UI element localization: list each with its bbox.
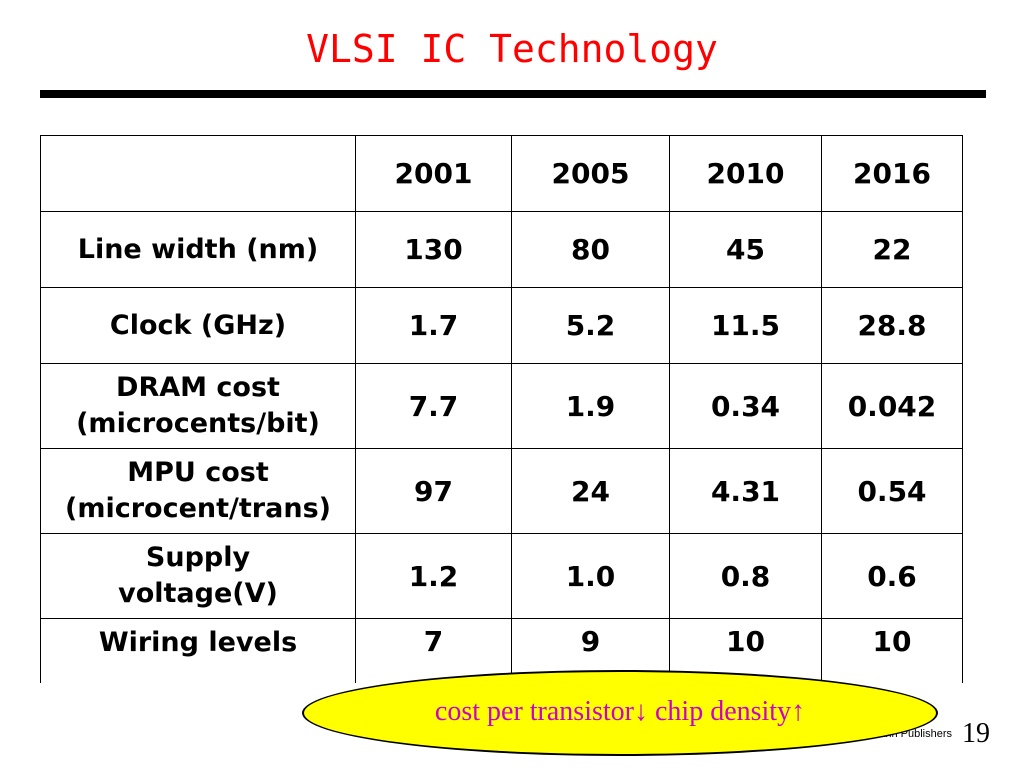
table-header-year: 2016 xyxy=(821,135,963,212)
table-cell: 11.5 xyxy=(669,287,822,364)
table-cell: 24 xyxy=(511,448,670,534)
table-cell: 4.31 xyxy=(669,448,822,534)
row-label-line: MPU cost xyxy=(127,457,269,488)
table-cell: 0.8 xyxy=(669,533,822,619)
table-header-year: 2010 xyxy=(669,135,822,212)
slide-title: VLSI IC Technology xyxy=(306,27,718,71)
table-cell: 0.34 xyxy=(669,363,822,449)
table-row: DRAM cost (microcents/bit) 7.7 1.9 0.34 0… xyxy=(40,363,963,449)
row-label-line: (microcents/bit) xyxy=(76,408,320,439)
page-number: 19 xyxy=(962,718,990,749)
table-cell: 22 xyxy=(821,211,963,288)
row-label: DRAM cost (microcents/bit) xyxy=(40,363,356,449)
table-header-corner xyxy=(40,135,356,212)
table-cell: 10 xyxy=(821,618,963,683)
table-cell: 28.8 xyxy=(821,287,963,364)
table-cell: 80 xyxy=(511,211,670,288)
row-label: Wiring levels xyxy=(40,618,356,683)
row-label-line: DRAM cost xyxy=(116,372,280,403)
row-label-line: Supply xyxy=(145,542,251,573)
callout-text: cost per transistor↓ chip density↑ xyxy=(434,696,806,727)
table-header-row: 2001 2005 2010 2016 xyxy=(40,135,963,212)
table-cell: 45 xyxy=(669,211,822,288)
row-label: MPU cost (microcent/trans) xyxy=(40,448,356,534)
table-header-year: 2001 xyxy=(355,135,512,212)
table-cell: 0.6 xyxy=(821,533,963,619)
table-row: Clock (GHz) 1.7 5.2 11.5 28.8 xyxy=(40,287,963,364)
table-row: Supply voltage(V) 1.2 1.0 0.8 0.6 xyxy=(40,533,963,619)
row-label: Clock (GHz) xyxy=(40,287,356,364)
table-cell: 97 xyxy=(355,448,512,534)
table-cell: 130 xyxy=(355,211,512,288)
table-cell: 0.042 xyxy=(821,363,963,449)
table-header-year: 2005 xyxy=(511,135,670,212)
table-cell: 7.7 xyxy=(355,363,512,449)
callout-ellipse xyxy=(302,670,938,756)
title-divider xyxy=(40,90,986,98)
row-label: Line width (nm) xyxy=(40,211,356,288)
table-row: Line width (nm) 130 80 45 22 xyxy=(40,211,963,288)
table-row: MPU cost (microcent/trans) 97 24 4.31 0.5… xyxy=(40,448,963,534)
row-label-line: (microcent/trans) xyxy=(65,493,331,524)
table-cell: 5.2 xyxy=(511,287,670,364)
row-label: Supply voltage(V) xyxy=(40,533,356,619)
table-cell: 1.0 xyxy=(511,533,670,619)
table-cell: 1.7 xyxy=(355,287,512,364)
table-cell: 1.9 xyxy=(511,363,670,449)
table-cell: 1.2 xyxy=(355,533,512,619)
table-cell: 7 xyxy=(355,618,512,683)
table-cell: 0.54 xyxy=(821,448,963,534)
row-label-line: voltage(V) xyxy=(118,578,278,609)
technology-table: 2001 2005 2010 2016 Line width (nm) 130 … xyxy=(40,135,963,683)
